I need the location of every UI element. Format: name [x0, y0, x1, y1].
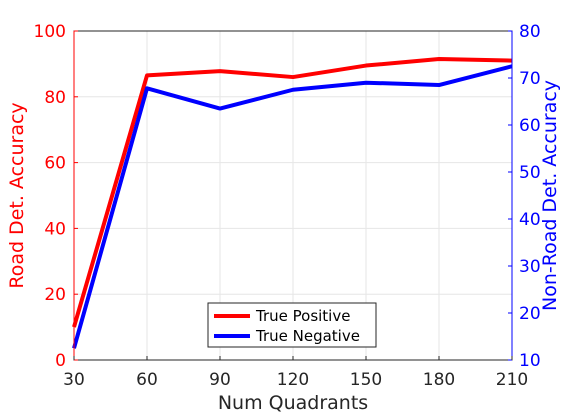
right-tick-label: 50: [519, 163, 541, 183]
left-axis-title: Road Det. Accuracy: [6, 102, 28, 288]
series-line-true-negative: [72, 64, 513, 349]
x-tick-label: 210: [496, 370, 528, 390]
left-tick-label: 60: [44, 154, 66, 174]
left-axis: 0 20 40 60 80 100: [34, 22, 78, 371]
x-axis-title: Num Quadrants: [218, 392, 368, 414]
x-tick-label: 90: [209, 370, 231, 390]
x-tick-label: 180: [423, 370, 455, 390]
x-tick-label: 150: [350, 370, 382, 390]
legend-label-true-negative: True Negative: [255, 327, 360, 345]
left-tick-label: 80: [44, 88, 66, 108]
right-tick-label: 40: [519, 210, 541, 230]
legend-box: [207, 302, 377, 348]
x-tick-label: 30: [63, 370, 85, 390]
right-axis-title: Non-Road Det. Accuracy: [539, 80, 561, 311]
left-tick-label: 40: [44, 219, 66, 239]
right-axis: 10 20 30 40 50 60 70 80: [508, 22, 541, 371]
x-axis: 30 60 90 120 150 180 210: [63, 356, 528, 390]
right-tick-label: 10: [519, 351, 541, 371]
left-tick-label: 0: [55, 351, 66, 371]
x-tick-label: 60: [136, 370, 158, 390]
x-tick-label: 120: [277, 370, 309, 390]
left-tick-label: 100: [34, 22, 66, 42]
right-tick-label: 30: [519, 257, 541, 277]
legend: True Positive True Negative: [207, 302, 377, 348]
right-tick-label: 70: [519, 69, 541, 89]
right-tick-label: 80: [519, 22, 541, 42]
series-layer: [72, 56, 513, 349]
series-line-true-positive: [72, 56, 513, 328]
right-tick-label: 20: [519, 304, 541, 324]
right-tick-label: 60: [519, 116, 541, 136]
left-tick-label: 20: [44, 285, 66, 305]
legend-label-true-positive: True Positive: [255, 307, 350, 325]
